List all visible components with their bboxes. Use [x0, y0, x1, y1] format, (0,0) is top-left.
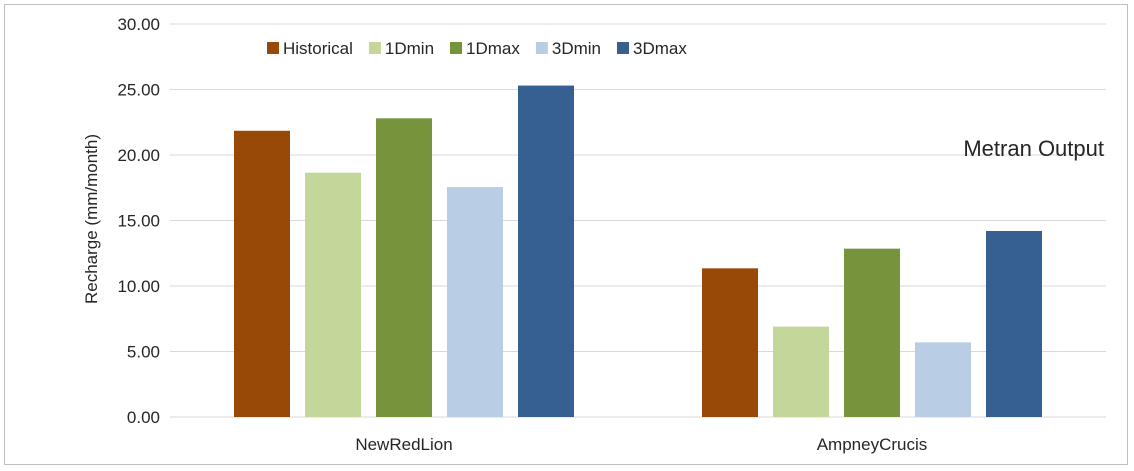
- y-tick-label: 15.00: [117, 212, 160, 231]
- y-axis-tick-labels: 0.00 5.00 10.00 15.00 20.00 25.00 30.00: [117, 15, 160, 427]
- legend-label: 1Dmin: [385, 39, 434, 58]
- bar-3dmax-newredlion: [518, 85, 574, 417]
- legend-item-3dmin: 3Dmin: [535, 39, 601, 58]
- legend-label: 1Dmax: [466, 39, 520, 58]
- bar-1dmax-ampneycrucis: [844, 248, 900, 417]
- legend-label: 3Dmin: [552, 39, 601, 58]
- x-category-label: AmpneyCrucis: [817, 435, 928, 454]
- y-tick-label: 20.00: [117, 146, 160, 165]
- bar-1dmax-newredlion: [376, 118, 432, 417]
- legend-item-1dmin: 1Dmin: [368, 39, 434, 58]
- legend-item-3dmax: 3Dmax: [617, 39, 687, 58]
- legend-swatch: [535, 42, 548, 54]
- chart-frame: 0.00 5.00 10.00 15.00 20.00 25.00 30.00 NewRed…: [4, 4, 1128, 465]
- legend-label: 3Dmax: [633, 39, 687, 58]
- bars: [234, 85, 1042, 417]
- bar-1dmin-newredlion: [305, 172, 361, 417]
- y-tick-label: 25.00: [117, 81, 160, 100]
- x-category-label: NewRedLion: [355, 435, 452, 454]
- y-axis-label: Recharge (mm/month): [82, 134, 101, 304]
- y-tick-label: 30.00: [117, 15, 160, 34]
- legend-swatch: [267, 42, 279, 54]
- legend-label: Historical: [283, 39, 353, 58]
- bar-3dmin-ampneycrucis: [915, 342, 971, 417]
- y-tick-label: 5.00: [127, 343, 160, 362]
- bar-historical-newredlion: [234, 130, 290, 417]
- bar-3dmin-newredlion: [447, 187, 503, 417]
- legend-swatch: [617, 42, 630, 54]
- x-axis-category-labels: NewRedLion AmpneyCrucis: [355, 435, 927, 454]
- y-tick-label: 0.00: [127, 408, 160, 427]
- bar-3dmax-ampneycrucis: [986, 230, 1042, 417]
- legend: Historical 1Dmin 1Dmax 3Dmin 3Dmax: [267, 39, 687, 58]
- bar-historical-ampneycrucis: [702, 268, 758, 417]
- legend-swatch: [450, 42, 463, 54]
- bar-chart: 0.00 5.00 10.00 15.00 20.00 25.00 30.00 NewRed…: [82, 15, 1106, 454]
- legend-swatch: [368, 42, 381, 54]
- metran-output-annotation: Metran Output: [963, 136, 1104, 161]
- y-tick-label: 10.00: [117, 277, 160, 296]
- bar-1dmin-ampneycrucis: [773, 326, 829, 417]
- legend-item-1dmax: 1Dmax: [450, 39, 520, 58]
- legend-item-historical: Historical: [267, 39, 353, 58]
